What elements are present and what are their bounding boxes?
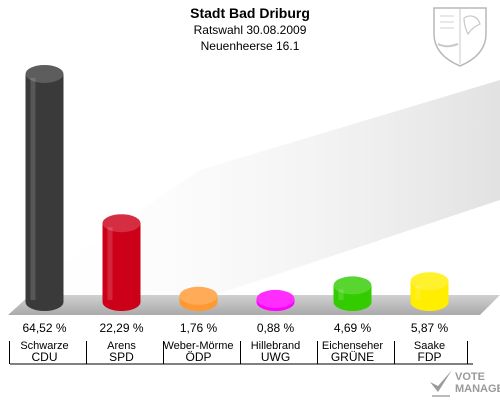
party-label-spd: SPD xyxy=(109,350,134,364)
value-label-grne: 4,69 % xyxy=(334,321,372,335)
party-label-dp: ÖDP xyxy=(185,350,211,364)
bar-highlight xyxy=(108,227,113,300)
coat-of-arms-icon xyxy=(430,4,490,68)
logo-line-1: VOTE xyxy=(455,371,485,383)
bar-highlight xyxy=(339,289,344,300)
value-label-uwg: 0,88 % xyxy=(257,321,295,335)
bar-grne xyxy=(334,276,372,311)
chart-subtitle-district: Neuenheerse 16.1 xyxy=(0,39,500,53)
logo-line-2: MANAGER xyxy=(455,383,500,395)
party-label-uwg: UWG xyxy=(261,350,290,364)
party-label-cdu: CDU xyxy=(32,350,58,364)
bar-fdp xyxy=(411,272,449,311)
value-label-spd: 22,29 % xyxy=(99,321,143,335)
checkmark-icon xyxy=(428,368,454,398)
value-label-dp: 1,76 % xyxy=(180,321,218,335)
chart-subtitle-election: Ratswahl 30.08.2009 xyxy=(0,23,500,37)
bar-top xyxy=(257,290,295,308)
value-label-cdu: 64,52 % xyxy=(22,321,66,335)
bar-highlight xyxy=(416,285,421,300)
votemanager-logo: VOTE MANAGER xyxy=(428,368,498,398)
bar-highlight xyxy=(31,78,36,300)
bar-dp xyxy=(180,287,218,311)
bar-spd xyxy=(103,214,141,311)
votemanager-logo-text: VOTE MANAGER xyxy=(455,371,500,395)
party-label-fdp: FDP xyxy=(418,350,442,364)
chart-title: Stadt Bad Driburg xyxy=(0,5,500,21)
bar-uwg xyxy=(257,290,295,311)
value-label-fdp: 5,87 % xyxy=(411,321,449,335)
party-label-grne: GRÜNE xyxy=(331,350,374,364)
bar-cdu xyxy=(26,65,64,311)
bar-top xyxy=(180,287,218,305)
